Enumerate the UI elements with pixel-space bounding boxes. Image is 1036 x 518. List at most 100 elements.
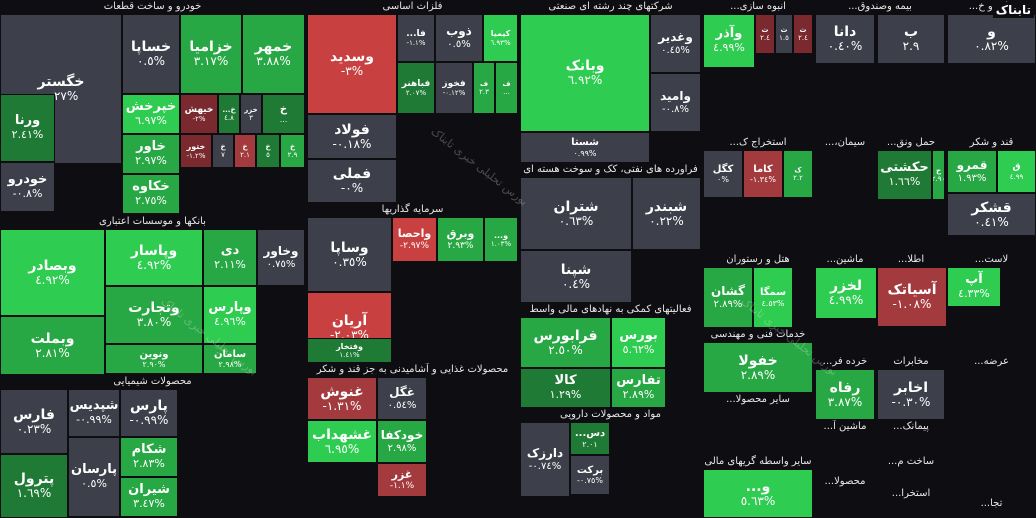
stock-tile[interactable]: وامید -٠.٨% [650, 73, 701, 132]
stock-tile[interactable]: ونوین ٢.٩٠% [105, 344, 203, 374]
stock-tile[interactable]: لخزر ٤.٩٩% [815, 267, 877, 319]
stock-tile[interactable]: شپنا ٠.٤% [520, 250, 632, 303]
stock-tile[interactable]: دس... ٢.٠١ [570, 422, 610, 455]
stock-tile[interactable]: وخاور ٠.٧٥% [257, 229, 305, 286]
stock-tile[interactable]: شتران ٠.٦٣% [520, 177, 632, 250]
stock-tile[interactable]: پارس -٠.٩٩% [120, 389, 178, 437]
change-label: ٢.٨٩% [713, 298, 743, 310]
stock-tile[interactable]: ق ٤.٩٩ [997, 150, 1036, 193]
stock-tile[interactable]: فارس ٠.٢٣% [0, 389, 68, 454]
stock-tile[interactable]: خزر ٣ [240, 94, 262, 134]
stock-tile[interactable]: و... ١.٠٣% [484, 217, 518, 262]
stock-tile[interactable]: ب ٢.٩ [877, 14, 945, 64]
stock-tile[interactable]: کیمیا ٦.٩٣% [483, 14, 518, 62]
stock-tile[interactable]: غگل ٠.٥٤% [377, 377, 427, 420]
stock-tile[interactable]: بورس ٥.٦٢% [611, 317, 666, 368]
stock-tile[interactable]: فرابورس ٢.٥٠% [520, 317, 611, 368]
stock-tile[interactable]: شستا ٠.٩٩% [520, 132, 650, 163]
stock-tile[interactable]: فولاد -٠.١٨% [307, 114, 397, 159]
stock-tile[interactable]: وآذر ٤.٩٩% [703, 14, 755, 68]
stock-tile[interactable]: غنوش -١.٣١% [307, 377, 377, 420]
stock-tile[interactable]: ف ٢.٣ [473, 62, 495, 114]
stock-tile[interactable]: ذوب ٠.٥% [435, 14, 483, 62]
stock-tile[interactable]: خفولا ٢.٨٩% [703, 342, 813, 393]
stock-tile[interactable]: شپدیس -٠.٩٩% [68, 389, 120, 437]
change-label: ٠.٨٢% [974, 39, 1009, 54]
stock-tile[interactable]: رفاه ٣.٨٧% [815, 369, 875, 420]
stock-tile[interactable]: وغدیر ٠.٤٥% [650, 14, 701, 73]
ticker-label: کگل [712, 163, 734, 175]
stock-tile[interactable]: شکام ٢.٨٣% [120, 437, 178, 477]
stock-tile[interactable]: خیهش -٢% [180, 94, 218, 134]
stock-tile[interactable]: خپرخش ٦.٩٧% [122, 94, 180, 134]
ticker-label: وساپا [330, 239, 369, 256]
stock-tile[interactable]: غشهداب ٦.٩٥% [307, 420, 377, 463]
stock-tile[interactable]: ک ٢.٢ [783, 150, 813, 198]
stock-tile[interactable]: ورنا ٢.٤١% [0, 94, 55, 162]
stock-tile[interactable]: پارسان ٠.٥% [68, 437, 120, 517]
stock-tile[interactable]: سامان ٢.٩٨% [203, 344, 257, 374]
stock-tile[interactable]: شبندر ٠.٢٢% [632, 177, 701, 250]
stock-tile[interactable]: آسیاتک -١.٠٨% [877, 267, 947, 327]
stock-tile[interactable]: فباهنر ٢.٠٧% [397, 62, 435, 114]
stock-tile[interactable]: وبملت ٢.٨١% [0, 316, 105, 375]
stock-tile[interactable]: وبصادر ٤.٩٢% [0, 229, 105, 316]
stock-tile[interactable]: خ... [262, 94, 305, 134]
stock-tile[interactable]: تفارس ٢.٨٩% [611, 368, 666, 408]
stock-tile[interactable]: ث ٢.٤ [793, 14, 813, 54]
stock-tile[interactable]: کگل ٠% [703, 150, 743, 198]
stock-tile[interactable]: ث ٢.٤ [755, 14, 775, 54]
stock-tile[interactable]: خاور ٢.٩٧% [122, 134, 180, 174]
stock-tile[interactable]: قمرو ١.٩٣% [947, 150, 997, 193]
stock-tile[interactable]: خکاوه ٢.٧٥% [122, 174, 180, 214]
stock-tile[interactable]: کالا ١.٢٩% [520, 368, 611, 408]
stock-tile[interactable]: گشان ٢.٨٩% [703, 267, 753, 328]
stock-tile[interactable]: واحصا -٢.٩٧% [392, 217, 437, 262]
stock-tile[interactable]: غزر -١.١% [377, 463, 427, 497]
stock-tile[interactable]: خساپا ٠.٥% [122, 14, 180, 94]
stock-tile[interactable]: خ... ٤.٨ [218, 94, 240, 134]
stock-tile[interactable]: دی ٢.١١% [203, 229, 257, 286]
stock-tile[interactable]: سمگا ٤.٥٣% [753, 267, 793, 328]
stock-tile[interactable]: دارزک -٠.٧٤% [520, 422, 570, 497]
stock-tile[interactable]: فا... -١.١% [397, 14, 435, 62]
stock-tile[interactable]: وپارس ٤.٩٦% [203, 286, 257, 344]
change-label: -٠% [340, 181, 364, 196]
stock-tile[interactable]: وبرق ٢.٩٣% [437, 217, 484, 262]
stock-tile[interactable]: وفتخار ١.٤١% [307, 338, 392, 363]
stock-tile[interactable]: ث ١.٥ [775, 14, 793, 54]
stock-tile[interactable]: کاما -١.٣٤% [743, 150, 783, 198]
stock-tile[interactable]: ف... [495, 62, 518, 114]
stock-tile[interactable]: قشکر ٠.٤١% [947, 193, 1036, 236]
stock-tile[interactable]: اخابر -٠.٣٠% [877, 369, 945, 420]
stock-tile[interactable]: و ٠.٨٢% [947, 14, 1036, 64]
change-label: -٠.٣٠% [891, 394, 931, 409]
stock-tile[interactable]: خ ٢.١ [234, 134, 256, 168]
stock-tile[interactable]: و... ٥.٦٣% [703, 469, 813, 518]
stock-tile[interactable]: پترول ١.٦٩% [0, 454, 68, 518]
stock-tile[interactable]: خودکفا ٢.٩٨% [377, 420, 427, 463]
change-label: ٢.٨٩% [622, 388, 655, 402]
stock-tile[interactable]: وساپا ٠.٣٥% [307, 217, 392, 292]
stock-tile[interactable]: وسدید -٣% [307, 14, 397, 114]
stock-tile[interactable]: فملی -٠% [307, 159, 397, 203]
stock-tile[interactable]: وبانک ٦.٩٢% [520, 14, 650, 132]
stock-tile[interactable]: ح ٢.٩٠ [932, 150, 945, 200]
stock-tile[interactable]: برکت -٠.٧٥% [570, 455, 610, 495]
stock-tile[interactable]: خمهر ٣.٨٨% [242, 14, 305, 94]
stock-tile[interactable]: خزامیا ٣.١٧% [180, 14, 242, 94]
stock-tile[interactable]: وپاسار ٤.٩٢% [105, 229, 203, 286]
stock-tile[interactable]: خودرو -٠.٨% [0, 162, 55, 212]
stock-tile[interactable]: ختور -١.٢% [180, 134, 212, 168]
stock-tile[interactable]: فخوز -٠.١٢% [435, 62, 473, 114]
stock-tile[interactable]: دانا ٠.٤٠% [815, 14, 875, 64]
stock-tile[interactable]: خ ٢.٩ [280, 134, 305, 168]
change-label: ٢.٠٧% [405, 89, 427, 98]
stock-tile[interactable]: وتجارت ٣.٨٠% [105, 286, 203, 344]
stock-tile[interactable]: آپ ٤.٣٣% [947, 267, 1001, 307]
stock-tile[interactable]: حکشتی ١.٦٦% [877, 150, 932, 200]
change-label: ٢.٨٣% [133, 457, 165, 471]
stock-tile[interactable]: شیران ٣.٤٧% [120, 477, 178, 517]
